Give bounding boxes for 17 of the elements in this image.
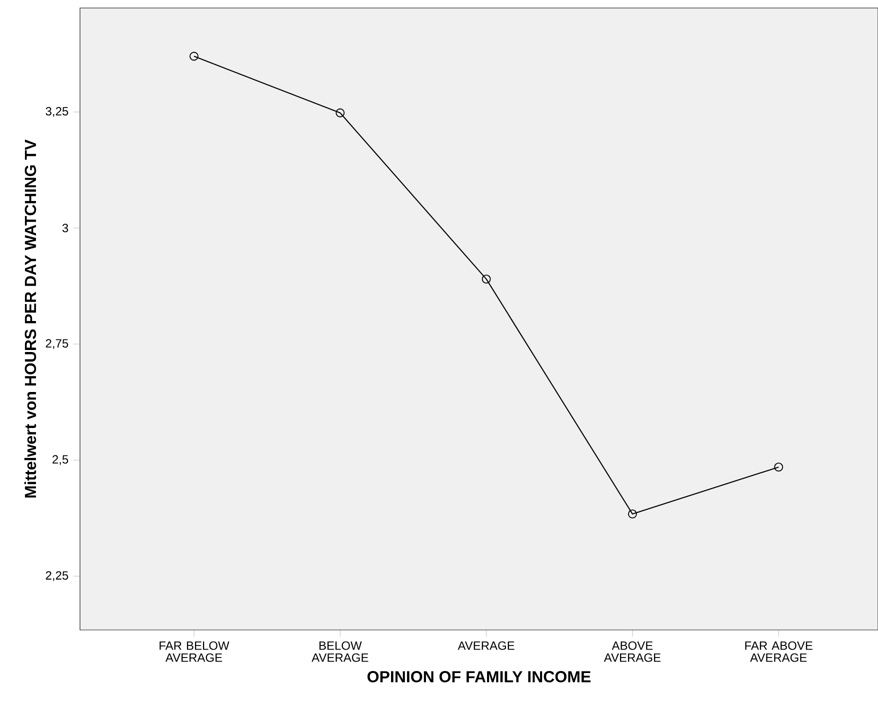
x-tick-label: FAR BELOW AVERAGE [160,641,230,662]
y-tick-label: 2,25 [46,571,68,582]
x-axis-title: OPINION OF FAMILY INCOME [367,671,591,682]
point [336,108,345,118]
x-tick-label: ABOVE AVERAGE [604,641,661,662]
y-tick-label: 3 [62,224,68,232]
y-tick-label: 2,75 [46,339,68,350]
x-tick-label: FAR ABOVE AVERAGE [745,641,812,662]
x-tick-label: AVERAGE [458,641,514,650]
y-axis-title: Mittelwert von HOURS PER DAY WATCHING TV [24,140,36,498]
x-tick-label: BELOW AVERAGE [312,641,368,662]
point [482,274,491,284]
point [190,52,198,61]
y-tick-label: 2,5 [52,455,68,466]
point [774,462,784,472]
y-tick-label: 3,25 [46,107,68,117]
point [628,509,637,518]
